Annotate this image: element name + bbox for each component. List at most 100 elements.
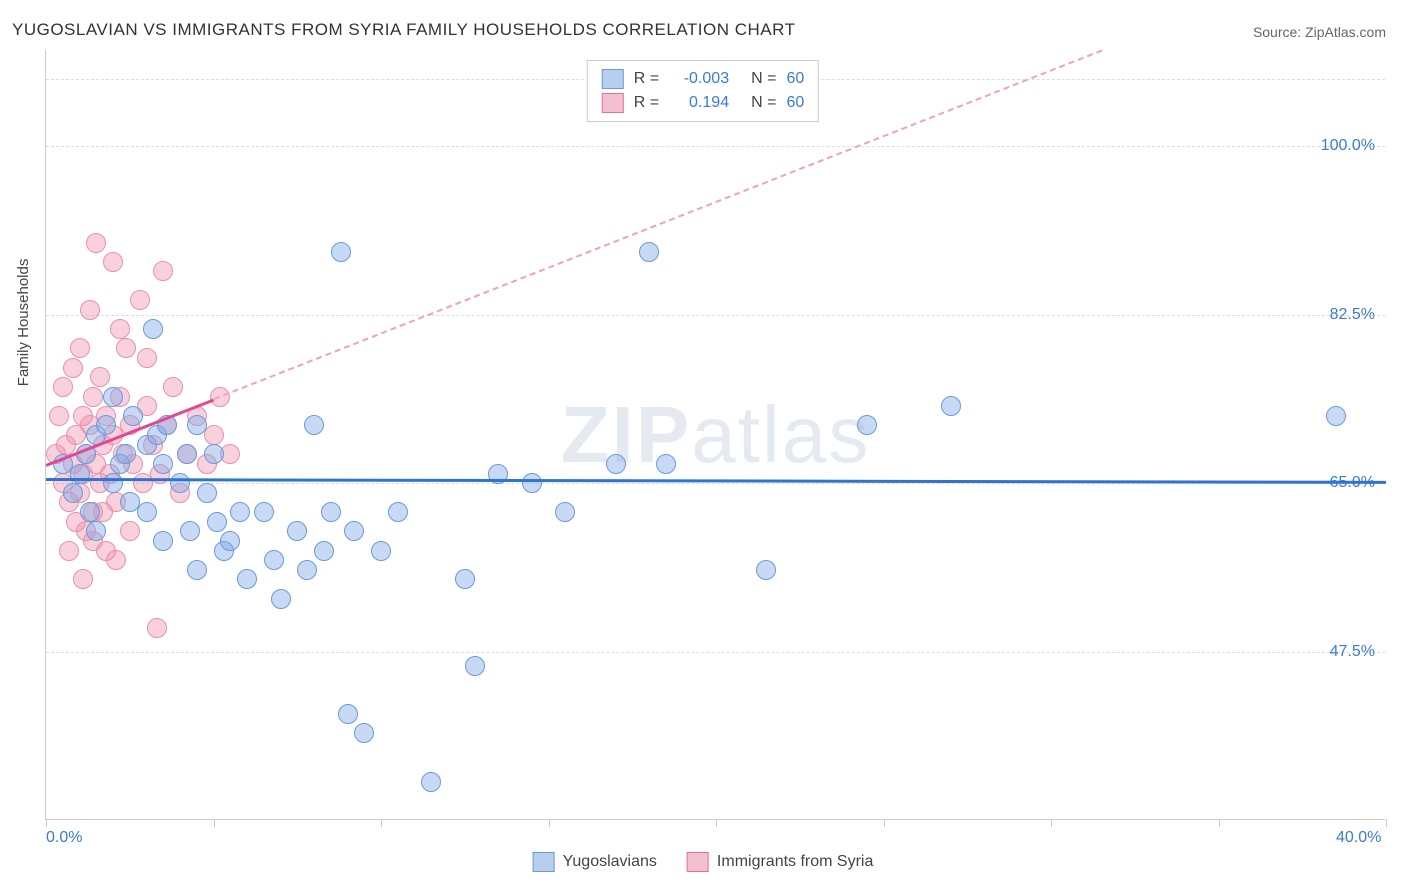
n-value: 60 bbox=[786, 94, 804, 112]
data-point bbox=[756, 560, 776, 580]
gridline bbox=[46, 315, 1385, 316]
series-swatch bbox=[533, 852, 555, 872]
series-swatch bbox=[687, 852, 709, 872]
x-tick-mark bbox=[884, 819, 885, 827]
data-point bbox=[130, 290, 150, 310]
data-point bbox=[137, 348, 157, 368]
data-point bbox=[120, 521, 140, 541]
x-tick-label: 40.0% bbox=[1336, 829, 1381, 847]
data-point bbox=[80, 300, 100, 320]
r-label: R = bbox=[634, 94, 659, 112]
r-value: 0.194 bbox=[669, 94, 729, 112]
data-point bbox=[254, 502, 274, 522]
data-point bbox=[86, 233, 106, 253]
data-point bbox=[455, 569, 475, 589]
data-point bbox=[371, 541, 391, 561]
data-point bbox=[639, 242, 659, 262]
data-point bbox=[264, 550, 284, 570]
n-label: N = bbox=[751, 70, 776, 88]
data-point bbox=[63, 358, 83, 378]
r-value: -0.003 bbox=[669, 70, 729, 88]
x-tick-mark bbox=[46, 819, 47, 827]
legend-label: Yugoslavians bbox=[563, 853, 657, 871]
data-point bbox=[110, 319, 130, 339]
series-swatch bbox=[602, 93, 624, 113]
data-point bbox=[388, 502, 408, 522]
stats-legend-box: R = -0.003 N = 60 R = 0.194 N = 60 bbox=[587, 60, 819, 122]
data-point bbox=[147, 618, 167, 638]
correlation-chart: YUGOSLAVIAN VS IMMIGRANTS FROM SYRIA FAM… bbox=[0, 0, 1406, 892]
data-point bbox=[656, 454, 676, 474]
data-point bbox=[153, 261, 173, 281]
data-point bbox=[207, 512, 227, 532]
gridline bbox=[46, 146, 1385, 147]
x-tick-mark bbox=[549, 819, 550, 827]
chart-title: YUGOSLAVIAN VS IMMIGRANTS FROM SYRIA FAM… bbox=[12, 20, 796, 40]
data-point bbox=[465, 656, 485, 676]
n-label: N = bbox=[751, 94, 776, 112]
data-point bbox=[321, 502, 341, 522]
data-point bbox=[90, 367, 110, 387]
legend-label: Immigrants from Syria bbox=[717, 853, 873, 871]
x-tick-mark bbox=[1051, 819, 1052, 827]
legend-item: Yugoslavians bbox=[533, 852, 657, 872]
gridline bbox=[46, 652, 1385, 653]
data-point bbox=[103, 473, 123, 493]
x-tick-mark bbox=[716, 819, 717, 827]
data-point bbox=[187, 415, 207, 435]
data-point bbox=[163, 377, 183, 397]
data-point bbox=[220, 531, 240, 551]
data-point bbox=[143, 319, 163, 339]
y-axis-label: Family Households bbox=[15, 259, 32, 387]
data-point bbox=[421, 772, 441, 792]
data-point bbox=[287, 521, 307, 541]
data-point bbox=[606, 454, 626, 474]
data-point bbox=[197, 483, 217, 503]
data-point bbox=[153, 454, 173, 474]
data-point bbox=[116, 444, 136, 464]
x-tick-label: 0.0% bbox=[46, 829, 82, 847]
data-point bbox=[170, 473, 190, 493]
data-point bbox=[555, 502, 575, 522]
n-value: 60 bbox=[786, 70, 804, 88]
source-attribution: Source: ZipAtlas.com bbox=[1253, 24, 1386, 40]
legend-item: Immigrants from Syria bbox=[687, 852, 873, 872]
series-swatch bbox=[602, 69, 624, 89]
data-point bbox=[354, 723, 374, 743]
data-point bbox=[96, 415, 116, 435]
data-point bbox=[59, 541, 79, 561]
data-point bbox=[106, 550, 126, 570]
data-point bbox=[70, 338, 90, 358]
data-point bbox=[86, 521, 106, 541]
data-point bbox=[1326, 406, 1346, 426]
data-point bbox=[271, 589, 291, 609]
data-point bbox=[63, 483, 83, 503]
data-point bbox=[314, 541, 334, 561]
data-point bbox=[180, 521, 200, 541]
data-point bbox=[237, 569, 257, 589]
data-point bbox=[304, 415, 324, 435]
data-point bbox=[123, 406, 143, 426]
data-point bbox=[103, 252, 123, 272]
data-point bbox=[857, 415, 877, 435]
stats-row: R = 0.194 N = 60 bbox=[602, 91, 804, 115]
y-tick-label: 82.5% bbox=[1330, 306, 1375, 324]
data-point bbox=[177, 444, 197, 464]
data-point bbox=[153, 531, 173, 551]
data-point bbox=[204, 425, 224, 445]
data-point bbox=[297, 560, 317, 580]
data-point bbox=[116, 338, 136, 358]
data-point bbox=[137, 502, 157, 522]
x-tick-mark bbox=[1386, 819, 1387, 827]
y-tick-label: 47.5% bbox=[1330, 643, 1375, 661]
data-point bbox=[53, 377, 73, 397]
data-point bbox=[344, 521, 364, 541]
plot-area: ZIPatlas 100.0%82.5%65.0%47.5%0.0%40.0% bbox=[45, 50, 1385, 820]
x-tick-mark bbox=[381, 819, 382, 827]
data-point bbox=[80, 502, 100, 522]
y-tick-label: 100.0% bbox=[1321, 137, 1375, 155]
data-point bbox=[83, 387, 103, 407]
data-point bbox=[49, 406, 69, 426]
data-point bbox=[230, 502, 250, 522]
r-label: R = bbox=[634, 70, 659, 88]
